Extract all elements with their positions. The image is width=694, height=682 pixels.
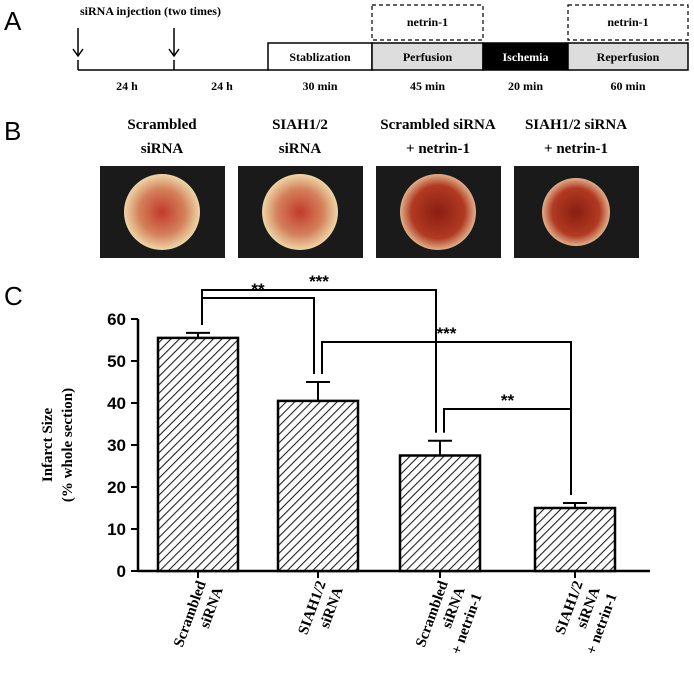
- significance-bracket: [201, 289, 437, 433]
- injection-label: siRNA injection (two times): [80, 4, 221, 18]
- phase-duration: 60 min: [610, 79, 645, 93]
- significance-label: ***: [309, 272, 329, 291]
- image-label: Scrambled siRNA: [380, 117, 496, 133]
- y-axis-label: Infarct Size: [40, 408, 56, 483]
- y-tick-label: 0: [117, 562, 126, 581]
- bar: [398, 454, 482, 573]
- interval-label: 24 h: [211, 79, 233, 93]
- image-label: siRNA: [141, 141, 184, 157]
- panel-label: B: [4, 116, 21, 146]
- y-tick-label: 30: [107, 436, 126, 455]
- y-tick-label: 10: [107, 520, 126, 539]
- image-label: Scrambled: [127, 117, 197, 133]
- image-label: + netrin-1: [544, 141, 608, 157]
- heart-section: [542, 178, 610, 246]
- phase-name: Stablization: [289, 50, 351, 64]
- image-label: SIAH1/2: [272, 117, 328, 133]
- y-tick-label: 20: [107, 478, 126, 497]
- x-tick-label: ScrambledsiRNA: [171, 578, 227, 655]
- image-label: siRNA: [279, 141, 322, 157]
- y-axis-label: (% whole section): [60, 388, 76, 502]
- phase-name: Perfusion: [403, 50, 453, 64]
- panel-label: C: [4, 281, 23, 311]
- significance-label: **: [501, 391, 515, 410]
- significance-bracket: [443, 408, 572, 495]
- bar: [533, 506, 617, 573]
- phase-duration: 45 min: [410, 79, 445, 93]
- phase-duration: 30 min: [302, 79, 337, 93]
- treatment-box: [567, 4, 689, 41]
- heart-section: [124, 174, 200, 250]
- phase-box: [482, 42, 569, 71]
- significance-label: ***: [437, 324, 457, 343]
- treatment-box: [371, 4, 484, 41]
- heart-section: [400, 174, 476, 250]
- timeline-axis: [72, 28, 268, 71]
- heart-section: [262, 174, 338, 250]
- interval-label: 24 h: [116, 79, 138, 93]
- treatment-label: netrin-1: [607, 15, 648, 29]
- phase-box: [567, 42, 689, 71]
- y-tick-label: 60: [107, 310, 126, 329]
- phase-name: Reperfusion: [597, 50, 660, 64]
- y-tick-label: 50: [107, 352, 126, 371]
- phase-duration: 20 min: [508, 79, 543, 93]
- bar: [276, 399, 360, 573]
- panel-label: A: [4, 6, 22, 36]
- image-label: SIAH1/2 siRNA: [525, 117, 627, 133]
- phase-name: Ischemia: [503, 50, 549, 64]
- treatment-label: netrin-1: [407, 15, 448, 29]
- bar: [156, 336, 240, 573]
- y-tick-label: 40: [107, 394, 126, 413]
- x-tick-label: SIAH1/2siRNA+ netrin-1: [550, 579, 621, 657]
- image-label: + netrin-1: [406, 141, 470, 157]
- x-tick-label: ScrambledsiRNA+ netrin-1: [413, 578, 486, 661]
- x-tick-label: SIAH1/2siRNA: [296, 579, 347, 643]
